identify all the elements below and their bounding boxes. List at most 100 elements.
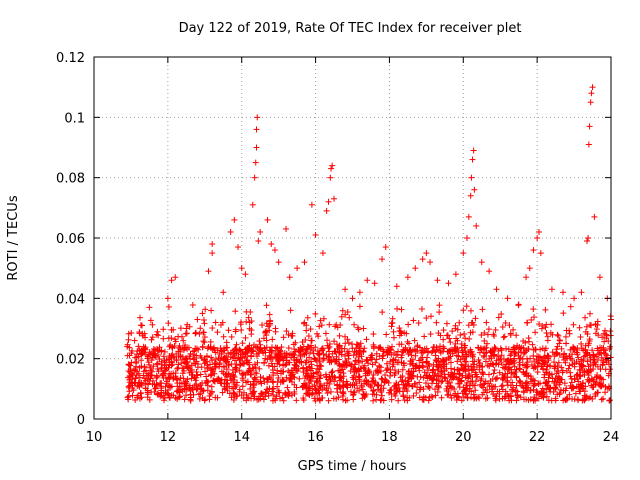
data-point	[492, 376, 499, 383]
data-point	[463, 303, 470, 310]
data-point	[587, 99, 594, 106]
data-point	[499, 324, 506, 331]
data-point	[393, 283, 400, 290]
data-point	[412, 348, 419, 355]
data-point	[153, 361, 160, 368]
data-point	[146, 304, 153, 311]
data-point	[252, 159, 259, 166]
data-point	[326, 354, 333, 361]
data-point	[542, 306, 549, 313]
data-point	[263, 302, 270, 309]
data-point	[530, 352, 537, 359]
data-point	[160, 335, 167, 342]
data-point	[184, 364, 191, 371]
data-point	[506, 322, 513, 329]
data-point	[467, 192, 474, 199]
data-point	[242, 334, 249, 341]
data-point	[323, 337, 330, 344]
data-point	[418, 305, 425, 312]
data-point	[478, 259, 485, 266]
data-point	[223, 339, 230, 346]
data-point	[501, 333, 508, 340]
data-point	[466, 335, 473, 342]
data-point	[153, 331, 160, 338]
data-point	[257, 374, 264, 381]
data-point	[476, 349, 483, 356]
data-point	[559, 289, 566, 296]
data-point	[198, 364, 205, 371]
data-point	[413, 390, 420, 397]
data-point	[212, 319, 219, 326]
data-point	[577, 334, 584, 341]
data-point	[507, 352, 514, 359]
data-point	[467, 307, 474, 314]
data-point	[320, 351, 327, 358]
data-point	[398, 306, 405, 313]
data-point	[235, 244, 242, 251]
data-point	[193, 329, 200, 336]
data-point	[467, 378, 474, 385]
data-point	[293, 397, 300, 404]
data-point	[544, 337, 551, 344]
data-point	[491, 332, 498, 339]
data-point	[181, 396, 188, 403]
data-point	[509, 388, 516, 395]
data-point	[485, 326, 492, 333]
data-point	[251, 375, 258, 382]
data-point	[199, 310, 206, 317]
data-point	[331, 338, 338, 345]
data-point	[128, 330, 135, 337]
y-tick-label: 0.12	[56, 51, 85, 66]
data-point	[262, 355, 269, 362]
data-point	[271, 247, 278, 254]
data-point	[359, 395, 366, 402]
data-point	[365, 366, 372, 373]
data-point	[220, 333, 227, 340]
data-point	[511, 363, 518, 370]
x-tick-label: 18	[381, 430, 398, 445]
data-point	[494, 374, 501, 381]
data-point	[432, 392, 439, 399]
data-point	[301, 259, 308, 266]
data-point	[415, 320, 422, 327]
chart-title: Day 122 of 2019, Rate Of TEC Index for r…	[179, 21, 522, 36]
data-point	[194, 316, 201, 323]
data-point	[516, 359, 523, 366]
data-point	[154, 328, 161, 335]
data-point	[322, 330, 329, 337]
y-tick-label: 0.1	[64, 111, 85, 126]
data-point	[242, 271, 249, 278]
data-point	[183, 392, 190, 399]
data-point	[589, 347, 596, 354]
data-point	[254, 114, 261, 121]
data-point	[469, 156, 476, 163]
data-point	[160, 326, 167, 333]
data-point	[344, 397, 351, 404]
data-point	[275, 259, 282, 266]
x-axis-label: GPS time / hours	[298, 459, 407, 474]
data-point	[552, 363, 559, 370]
data-point	[427, 313, 434, 320]
data-point	[408, 352, 415, 359]
data-point	[280, 397, 287, 404]
data-point	[484, 340, 491, 347]
data-point	[344, 349, 351, 356]
data-point	[400, 393, 407, 400]
y-tick-label: 0.08	[56, 172, 85, 187]
data-point	[387, 372, 394, 379]
data-point	[377, 397, 384, 404]
data-point	[438, 368, 445, 375]
data-point	[349, 295, 356, 302]
data-point	[327, 388, 334, 395]
data-point	[500, 334, 507, 341]
data-point	[370, 397, 377, 404]
data-point	[544, 352, 551, 359]
data-point	[404, 274, 411, 281]
data-point	[131, 337, 138, 344]
x-tick-label: 24	[603, 430, 620, 445]
data-point	[444, 332, 451, 339]
data-point	[456, 319, 463, 326]
data-point	[287, 307, 294, 314]
data-point	[375, 382, 382, 389]
data-point	[586, 123, 593, 130]
